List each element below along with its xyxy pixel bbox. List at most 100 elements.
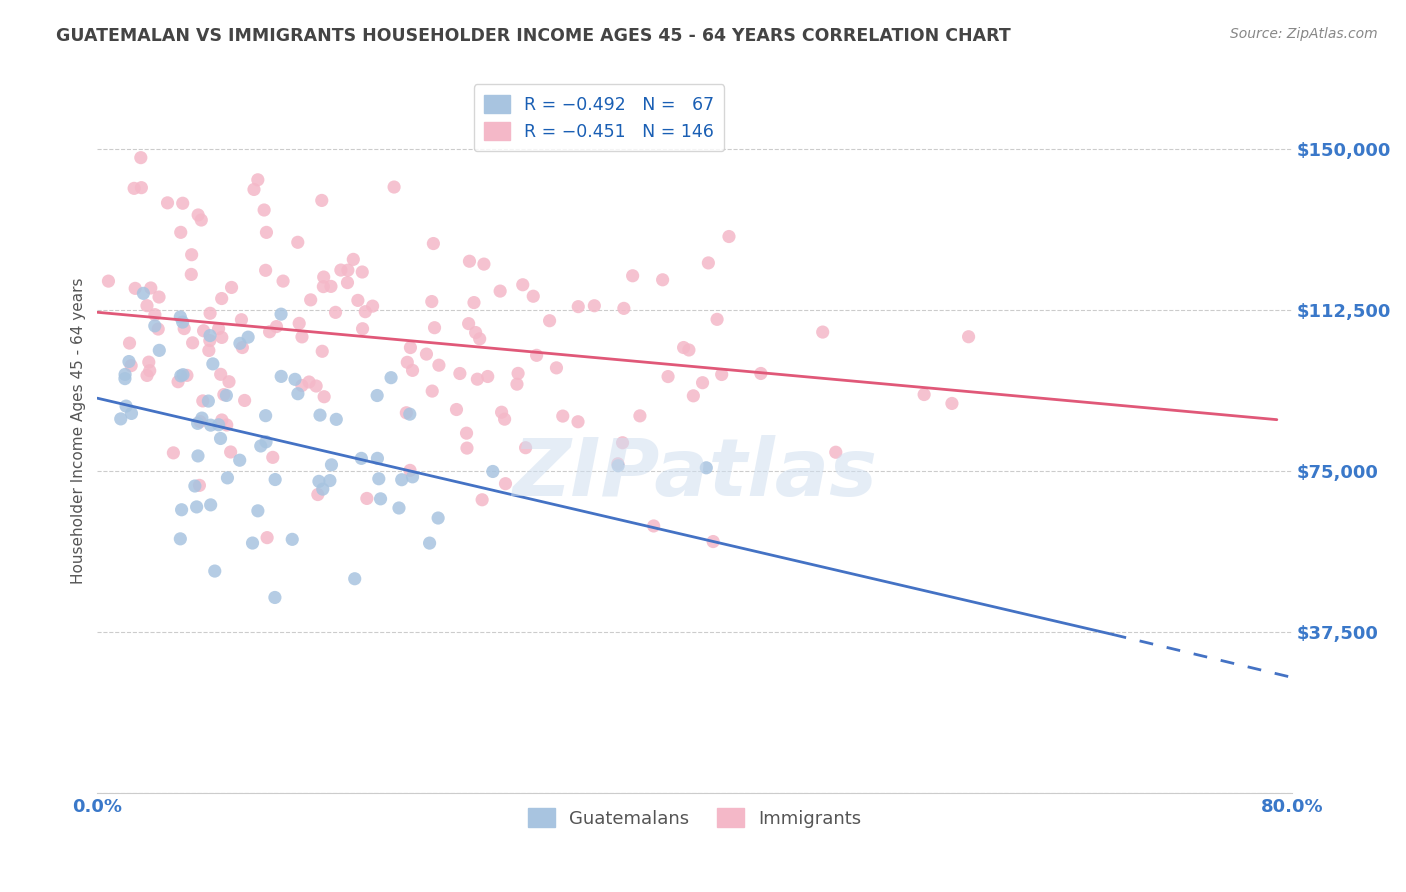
Point <box>471 492 494 507</box>
Point <box>456 441 478 455</box>
Point <box>388 501 411 516</box>
Point <box>198 328 221 343</box>
Point <box>211 292 233 306</box>
Point <box>352 322 374 336</box>
Point <box>311 344 333 359</box>
Point <box>506 377 529 392</box>
Point <box>287 235 309 250</box>
Point <box>132 286 155 301</box>
Point <box>319 474 342 488</box>
Point <box>912 387 935 401</box>
Legend: Guatemalans, Immigrants: Guatemalans, Immigrants <box>520 801 869 835</box>
Point <box>401 470 423 484</box>
Point <box>253 202 276 217</box>
Point <box>200 418 222 433</box>
Point <box>215 417 238 432</box>
Point <box>291 378 314 392</box>
Point <box>367 472 389 486</box>
Point <box>396 355 419 369</box>
Point <box>118 354 141 368</box>
Point <box>221 280 243 294</box>
Point <box>291 330 314 344</box>
Point <box>446 402 468 417</box>
Point <box>482 465 505 479</box>
Point <box>336 263 359 277</box>
Point <box>136 299 159 313</box>
Point <box>312 279 335 293</box>
Point <box>148 343 170 358</box>
Point <box>361 299 384 313</box>
Point <box>122 181 145 195</box>
Point <box>749 367 772 381</box>
Point <box>229 336 252 351</box>
Point <box>212 387 235 401</box>
Point <box>567 415 589 429</box>
Point <box>186 500 208 514</box>
Point <box>176 368 198 383</box>
Point <box>678 343 700 357</box>
Point <box>218 375 240 389</box>
Point <box>129 151 152 165</box>
Point <box>551 409 574 423</box>
Point <box>621 268 644 283</box>
Point <box>231 341 253 355</box>
Point <box>180 268 202 282</box>
Point <box>184 479 207 493</box>
Point <box>143 318 166 333</box>
Point <box>287 386 309 401</box>
Point <box>191 411 214 425</box>
Point <box>254 263 277 277</box>
Point <box>97 274 120 288</box>
Point <box>567 300 589 314</box>
Point <box>420 384 443 398</box>
Text: ZIPatlas: ZIPatlas <box>512 435 877 514</box>
Point <box>191 393 214 408</box>
Point <box>246 173 269 187</box>
Point <box>264 473 287 487</box>
Point <box>188 415 211 429</box>
Point <box>314 390 336 404</box>
Point <box>329 263 352 277</box>
Point <box>606 457 628 471</box>
Point <box>312 482 335 496</box>
Point <box>628 409 651 423</box>
Point <box>170 225 193 239</box>
Text: GUATEMALAN VS IMMIGRANTS HOUSEHOLDER INCOME AGES 45 - 64 YEARS CORRELATION CHART: GUATEMALAN VS IMMIGRANTS HOUSEHOLDER INC… <box>56 27 1011 45</box>
Point <box>219 445 242 459</box>
Point <box>468 332 491 346</box>
Point <box>256 226 278 240</box>
Point <box>249 439 271 453</box>
Point <box>136 368 159 383</box>
Text: Source: ZipAtlas.com: Source: ZipAtlas.com <box>1230 27 1378 41</box>
Point <box>350 451 373 466</box>
Point <box>156 195 179 210</box>
Point <box>398 407 420 421</box>
Point <box>121 406 143 420</box>
Point <box>284 372 307 386</box>
Point <box>342 252 364 267</box>
Point <box>309 408 332 422</box>
Point <box>657 369 679 384</box>
Point <box>494 412 516 426</box>
Point <box>270 307 292 321</box>
Point <box>139 281 162 295</box>
Point <box>148 322 170 336</box>
Point <box>495 476 517 491</box>
Point <box>311 194 333 208</box>
Point <box>352 265 374 279</box>
Point <box>697 256 720 270</box>
Point <box>477 369 499 384</box>
Point <box>612 435 634 450</box>
Point <box>382 180 405 194</box>
Point <box>319 279 342 293</box>
Point <box>236 330 259 344</box>
Point <box>114 368 136 382</box>
Point <box>651 273 673 287</box>
Point <box>643 519 665 533</box>
Point <box>321 458 343 472</box>
Point <box>307 487 329 501</box>
Point <box>415 347 437 361</box>
Point <box>695 460 717 475</box>
Point <box>211 330 233 344</box>
Point <box>233 393 256 408</box>
